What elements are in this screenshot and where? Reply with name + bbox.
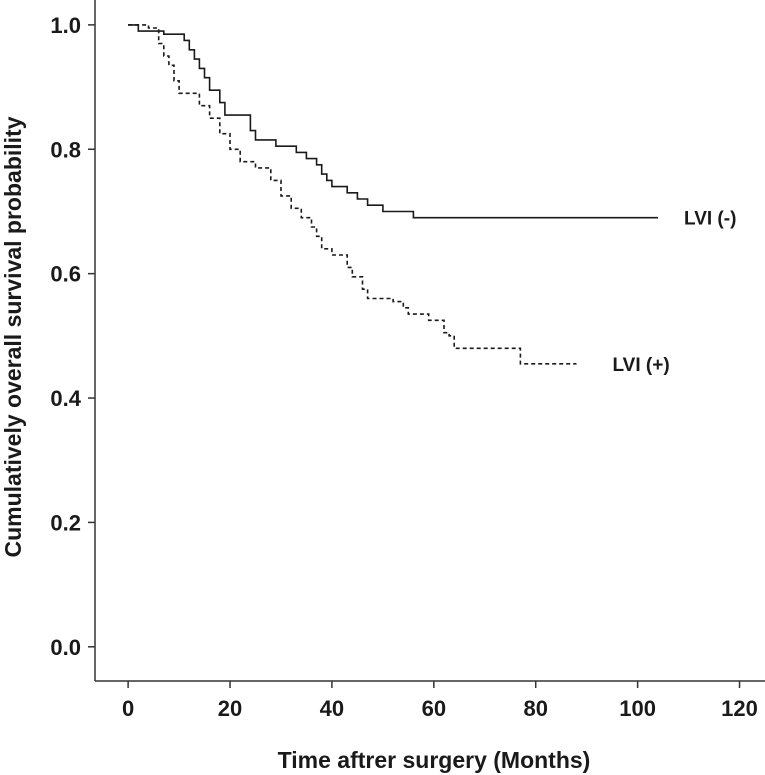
y-tick-label: 0.8 (50, 137, 81, 162)
x-tick-label: 80 (523, 696, 547, 721)
x-tick-label: 100 (619, 696, 656, 721)
x-tick-label: 0 (122, 696, 134, 721)
y-axis-title: Cumulatively overall survival probabilit… (0, 116, 26, 557)
x-axis-title: Time aftrer surgery (Months) (278, 747, 591, 773)
survival-line-lvi-positive (128, 24, 577, 365)
x-tick-label: 120 (721, 696, 758, 721)
y-tick-label: 0.2 (50, 510, 81, 535)
y-tick-label: 1.0 (50, 13, 81, 38)
series-layer (128, 24, 658, 365)
series-label-lvi-positive: LVI (+) (612, 355, 669, 376)
series-label-lvi-negative: LVI (-) (684, 209, 736, 230)
labels-layer: LVI (-) LVI (+) (612, 209, 736, 376)
y-tick-label: 0.4 (50, 386, 81, 411)
survival-line-lvi-negative (128, 24, 658, 219)
x-tick-label: 20 (218, 696, 242, 721)
y-tick-label: 0.6 (50, 262, 81, 287)
x-tick-label: 60 (422, 696, 446, 721)
axes: 0.0 0.2 0.4 0.6 0.8 1.0 0 20 40 60 80 100 120 (50, 0, 765, 721)
y-tick-label: 0.0 (50, 635, 81, 660)
x-tick-label: 40 (320, 696, 344, 721)
